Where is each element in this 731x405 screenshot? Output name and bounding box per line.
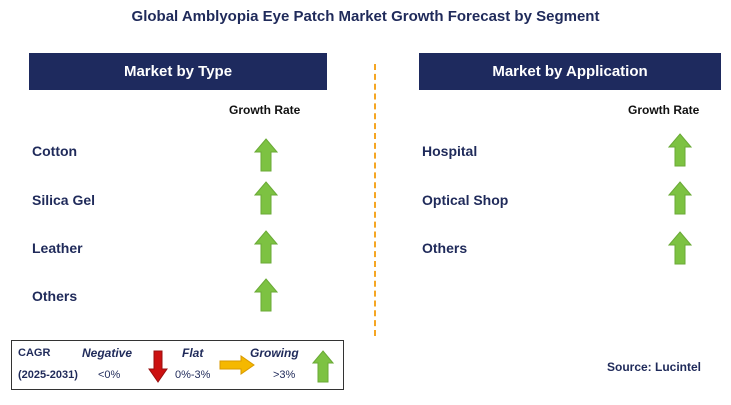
legend-growing-label: Growing	[250, 346, 299, 360]
legend-flat-range: 0%-3%	[175, 369, 211, 381]
source-label: Source: Lucintel	[607, 360, 702, 374]
market-by-type-header: Market by Type	[29, 53, 327, 90]
negative-arrow-icon	[148, 350, 168, 383]
growing-arrow-icon	[254, 181, 278, 215]
application-item-label: Others	[422, 240, 468, 256]
legend-growing-range: >3%	[273, 369, 296, 381]
application-item-label: Optical Shop	[422, 192, 509, 208]
legend-period: (2025-2031)	[18, 369, 78, 381]
type-item-label: Cotton	[32, 143, 78, 159]
application-growth-rate-label: Growth Rate	[628, 103, 700, 117]
application-item-label: Hospital	[422, 143, 478, 159]
legend-negative-range: <0%	[98, 369, 121, 381]
type-item-label: Leather	[32, 240, 83, 256]
market-by-application-header: Market by Application	[419, 53, 721, 90]
legend-negative-label: Negative	[82, 346, 133, 360]
growing-arrow-icon	[668, 133, 692, 167]
type-item-label: Silica Gel	[32, 192, 96, 208]
flat-arrow-icon	[219, 355, 255, 375]
growing-arrow-icon	[254, 230, 278, 264]
growing-arrow-icon	[254, 278, 278, 312]
type-growth-rate-label: Growth Rate	[229, 103, 301, 117]
legend-flat-label: Flat	[182, 346, 204, 360]
type-item-label: Others	[32, 288, 78, 304]
page-title: Global Amblyopia Eye Patch Market Growth…	[131, 8, 600, 25]
growing-arrow-icon	[668, 181, 692, 215]
cagr-legend: CAGR (2025-2031) Negative <0% Flat 0%-3%…	[11, 340, 344, 390]
legend-cagr-label: CAGR	[18, 347, 51, 359]
growing-arrow-icon	[668, 231, 692, 265]
panel-divider	[374, 64, 376, 336]
growing-arrow-icon	[254, 138, 278, 172]
growing-arrow-icon	[312, 350, 334, 383]
